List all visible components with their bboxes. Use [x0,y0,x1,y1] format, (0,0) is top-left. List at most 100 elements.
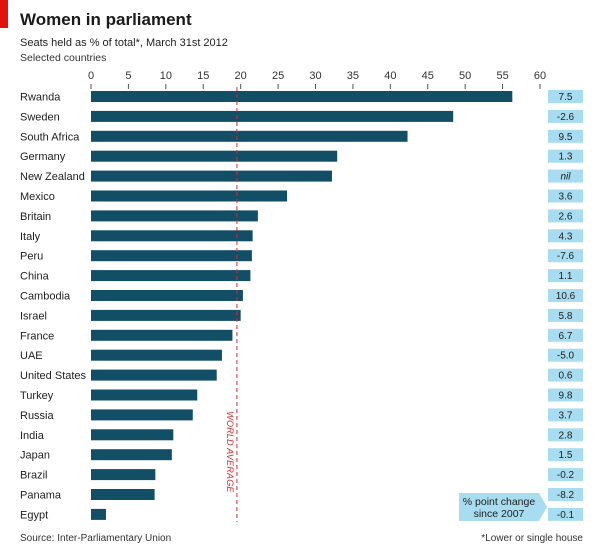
category-label-turkey: Turkey [20,390,54,402]
change-value-japan: 1.5 [559,450,573,461]
x-tick-label: 55 [496,70,508,82]
change-box-mexico [548,189,583,203]
change-box-turkey [548,388,583,402]
footnote: *Lower or single house [481,533,583,544]
category-label-india: India [20,430,45,442]
category-label-israel: Israel [20,310,47,322]
change-box-brazil [548,468,583,482]
change-value-china: 1.1 [559,271,573,282]
change-box-peru [548,249,583,263]
category-label-peru: Peru [20,251,43,263]
x-tick-label: 5 [125,70,131,82]
category-label-japan: Japan [20,450,50,462]
category-label-panama: Panama [20,490,62,502]
bar-new-zealand [91,170,332,182]
change-callout: % point change since 2007 [459,493,547,521]
category-label-italy: Italy [20,231,41,243]
change-value-brazil: -0.2 [557,470,575,481]
x-tick-label: 0 [88,70,94,82]
change-box-china [548,269,583,283]
world-average-reference: WORLD AVERAGE [225,87,238,522]
change-value-russia: 3.7 [559,410,573,421]
change-box-russia [548,408,583,422]
x-tick-label: 60 [534,70,546,82]
bar-russia [91,409,193,421]
bar-south-africa [91,130,408,142]
category-label-sweden: Sweden [20,111,60,123]
change-box-france [548,328,583,342]
change-value-germany: 1.3 [559,152,573,163]
change-box-germany [548,149,583,163]
change-value-israel: 5.8 [559,311,573,322]
source-note: Source: Inter-Parliamentary Union [20,533,171,544]
x-tick-label: 15 [197,70,209,82]
bar-france [91,329,233,341]
bar-turkey [91,389,198,401]
change-box-britain [548,209,583,223]
bar-sweden [91,110,454,122]
category-label-britain: Britain [20,211,51,223]
category-label-new-zealand: New Zealand [20,171,85,183]
bar-cambodia [91,290,243,301]
chart-note: Selected countries [20,52,106,64]
bar-rwanda [91,91,513,102]
callout-line-1: % point change [463,496,536,508]
category-label-united-states: United States [20,370,87,382]
callout-line-2: since 2007 [474,508,525,520]
x-axis: 0 5 10 15 20 25 30 35 40 45 50 55 60 [88,70,546,89]
x-tick-label: 25 [272,70,284,82]
category-label-mexico: Mexico [20,191,55,203]
bar-britain [91,210,258,222]
bar-india [91,429,174,441]
change-box-israel [548,308,583,322]
x-tick-label: 45 [422,70,434,82]
brand-tag [0,0,8,28]
change-value-peru: -7.6 [557,251,575,262]
world-average-label: WORLD AVERAGE [225,411,235,493]
x-tick-label: 40 [384,70,396,82]
x-tick-label: 35 [347,70,359,82]
category-label-china: China [20,271,50,283]
change-box-japan [548,448,583,462]
change-box-egypt [548,507,583,521]
change-value-italy: 4.3 [559,231,573,242]
change-column: 7.5 -2.6 9.5 1.3 nil 3.6 2.6 4.3 -7.6 1.1 10.6 5.8 6… [548,90,583,521]
bar-united-states [91,369,217,381]
change-value-south-africa: 9.5 [559,132,573,143]
change-value-egypt: -0.1 [557,510,575,521]
category-label-france: France [20,330,54,342]
change-value-britain: 2.6 [559,211,573,222]
category-label-uae: UAE [20,350,43,362]
change-box-india [548,428,583,442]
chart-title: Women in parliament [20,10,192,29]
bar-germany [91,150,338,162]
category-label-russia: Russia [20,410,55,422]
bar-panama [91,489,155,500]
change-box-south-africa [548,129,583,143]
change-box-united-states [548,368,583,382]
category-label-rwanda: Rwanda [20,92,61,104]
category-label-cambodia: Cambodia [20,291,71,303]
callout-box [459,493,547,521]
category-label-germany: Germany [20,151,66,163]
change-box-new-zealand [548,169,583,183]
change-box-italy [548,229,583,243]
bar-brazil [91,469,156,481]
chart-subtitle: Seats held as % of total*, March 31st 20… [20,37,228,49]
x-tick-label: 30 [309,70,321,82]
category-labels: Rwanda Sweden South Africa Germany New Zeala… [20,92,87,522]
x-tick-label: 50 [459,70,471,82]
x-tick-label: 10 [160,70,172,82]
change-value-new-zealand: nil [560,172,571,183]
change-box-rwanda [548,90,583,103]
x-tick-label: 20 [235,70,247,82]
bar-series [91,91,513,520]
bar-italy [91,230,253,242]
bar-japan [91,449,172,461]
bar-uae [91,349,222,361]
bar-israel [91,309,241,321]
change-box-sweden [548,109,583,123]
change-value-uae: -5.0 [557,351,575,362]
bar-china [91,270,251,282]
